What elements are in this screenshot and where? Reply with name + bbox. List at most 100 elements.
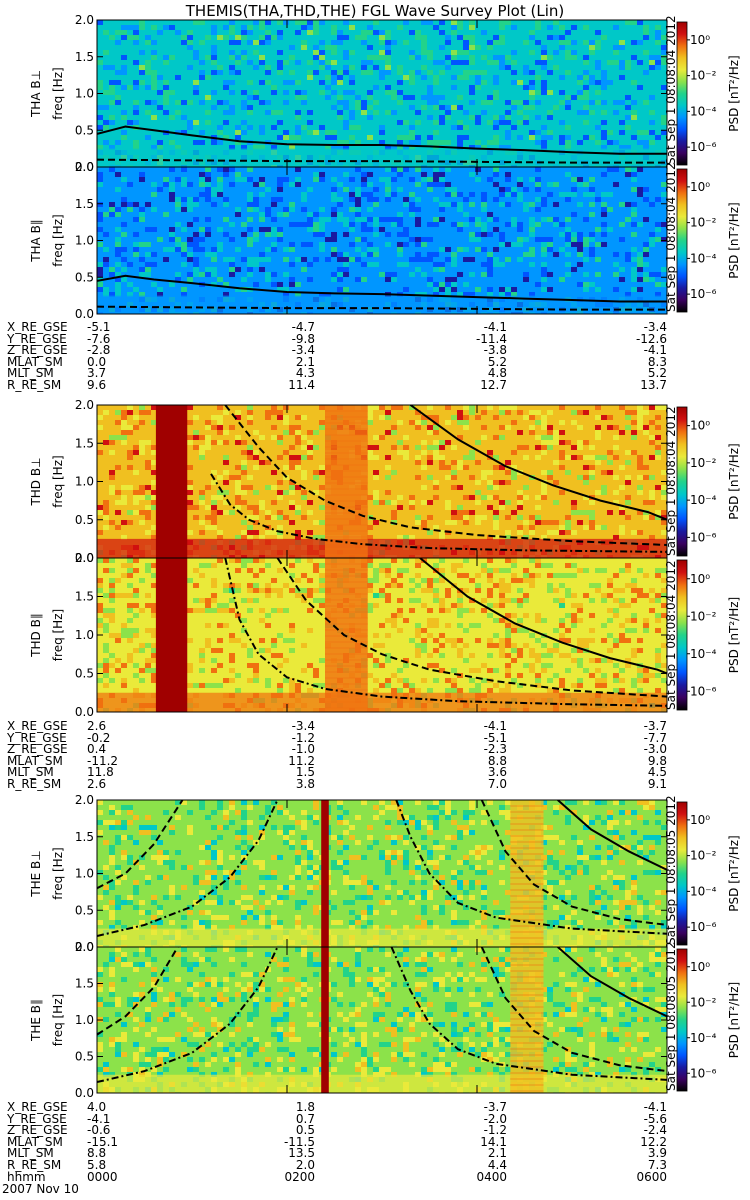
y-tick-label: 1.5 [75,50,94,64]
panel-thd-2 [96,404,690,559]
ephemeris-row: X_RE_GSE 4.0 1.8 -3.7 -4.1 [0,1100,750,1114]
ephemeris-value: -3.4 [291,343,315,358]
ephemeris-label: MLT_SM [7,1146,54,1161]
striped-band [510,800,544,947]
ephemeris-value: 0.7 [295,1111,315,1126]
spectrogram-image [97,20,667,167]
ephemeris-label: X_RE_GSE [7,320,68,334]
colorbar-tick-label: 10⁻⁴ [690,104,717,118]
ephemeris-row: MLAT_SM 0.0 2.1 5.2 8.3 [0,354,750,369]
ephemeris-row: Y_RE_GSE -7.6 -9.8 -11.4 -12.6 [0,331,750,346]
colorbar-tick-label: 10⁻⁶ [690,920,717,934]
colorbar-label: PSD [nT²/Hz] [727,202,741,278]
colorbar-tick-label: 10⁻⁶ [690,1066,717,1080]
ephemeris-label: MLT_SM [7,765,54,780]
y-tick-label: 0.0 [75,551,94,565]
ephemeris-value: 2.0 [295,1158,315,1172]
ephemeris-value: -2.3 [483,742,507,757]
overlay-line-solid [557,800,667,871]
overlay-line-solid [97,125,667,155]
ephemeris-value: 11.2 [288,753,315,768]
colorbar-label: PSD [nT²/Hz] [727,835,741,911]
y-tick-label: 0.0 [75,307,94,321]
ephemeris-value: 13.7 [640,378,667,392]
colorbar [676,559,688,711]
y-axis-label: freq [Hz] [51,847,65,899]
broadband-burst [321,947,329,1093]
striped-band [510,947,544,1093]
ephemeris-value: 0200 [284,1169,315,1184]
ephemeris-value: 8.8 [87,1146,107,1161]
overlay-line-dashed [97,947,179,1036]
colorbar-tick-label: 10⁻² [690,995,717,1009]
overlay-line-solid [97,274,667,303]
generation-stamp: Sat Sep 1 08:08:05 2012 [664,795,678,945]
ephemeris-value: -7.7 [643,730,667,745]
ephemeris-label: X_RE_GSE [7,1100,68,1114]
ephemeris-value: -11.4 [475,331,507,346]
ephemeris-label: Y_RE_GSE [7,1111,67,1126]
panel-label: THD B∥ [29,613,43,658]
panel-label: THA B⊥ [29,70,43,118]
ephemeris-value: -15.1 [87,1134,119,1149]
colorbar-tick-label: 10⁻² [690,849,717,863]
y-tick-label: 0.0 [75,940,94,954]
spectrogram-image [97,405,667,558]
colorbar-tick-label: 10⁻⁶ [690,287,717,301]
ephemeris-value: 4.3 [295,366,315,381]
ephemeris-value: 7.0 [487,777,507,791]
ephemeris-value: 13.5 [288,1146,315,1161]
colorbar-tick-label: 10⁻⁴ [690,884,717,898]
ephemeris-value: 0.4 [87,742,107,757]
ephemeris-value: -4.1 [483,320,507,334]
ephemeris-value: -4.1 [483,719,507,733]
colorbar [676,168,688,313]
y-tick-label: 0.5 [75,270,94,284]
ephemeris-value: -5.1 [87,320,111,334]
ephemeris-value: 2.6 [87,719,107,733]
y-tick-label: 1.5 [75,977,94,991]
ephemeris-value: 0600 [636,1169,667,1184]
overlay-line-dashdot [395,800,667,935]
colorbar-tick-label: 10⁰ [690,813,710,827]
panel-the-4 [96,799,690,948]
overlay-line-dashed [97,158,667,164]
y-tick-label: 1.0 [75,475,94,489]
ephemeris-value: -3.0 [643,742,667,757]
ephemeris-row: X_RE_GSE 2.6 -3.4 -4.1 -3.7 [0,719,750,733]
y-tick-label: 0.0 [75,1086,94,1100]
panel-label: THA B∥ [29,219,43,263]
colorbar-tick-label: 10⁻² [690,216,717,230]
overlay-line-dashdot [390,947,667,1081]
ephemeris-label: Y_RE_GSE [7,331,67,346]
ephemeris-value: 1.5 [295,765,315,780]
ephemeris-value: 5.2 [487,354,507,369]
overlay-line-dashdot [97,800,279,937]
ephemeris-label: MLAT_SM [7,1134,63,1149]
y-axis-label: freq [Hz] [51,214,65,266]
ephemeris-value: -5.6 [643,1111,667,1126]
y-tick-label: 1.0 [75,628,94,642]
ephemeris-row: X_RE_GSE -5.1 -4.7 -4.1 -3.4 [0,320,750,334]
ephemeris-row: MLAT_SM -15.1 -11.5 14.1 12.2 [0,1134,750,1149]
ephemeris-value: 5.2 [647,366,667,381]
colorbar-label: PSD [nT²/Hz] [727,982,741,1058]
y-tick-label: 0.0 [75,705,94,719]
y-tick-label: 2.0 [75,793,94,807]
ephemeris-value: 4.0 [87,1100,107,1114]
ephemeris-value: 12.2 [640,1134,667,1149]
ephemeris-value: -11.2 [87,753,119,768]
colorbar [676,801,688,946]
striped-band [325,558,368,712]
ephemeris-value: 4.4 [487,1158,507,1172]
ephemeris-value: 8.8 [487,753,507,768]
ephemeris-value: -1.2 [483,1123,507,1138]
y-tick-label: 1.0 [75,867,94,881]
colorbar-label: PSD [nT²/Hz] [727,597,741,673]
ephemeris-row: R_RE_SM 5.8 2.0 4.4 7.3 [0,1158,750,1172]
ephemeris-value: 4.5 [647,765,667,780]
y-tick-label: 1.0 [75,234,94,248]
ephemeris-value: 8.3 [647,354,667,369]
y-axis-label: freq [Hz] [51,609,65,661]
